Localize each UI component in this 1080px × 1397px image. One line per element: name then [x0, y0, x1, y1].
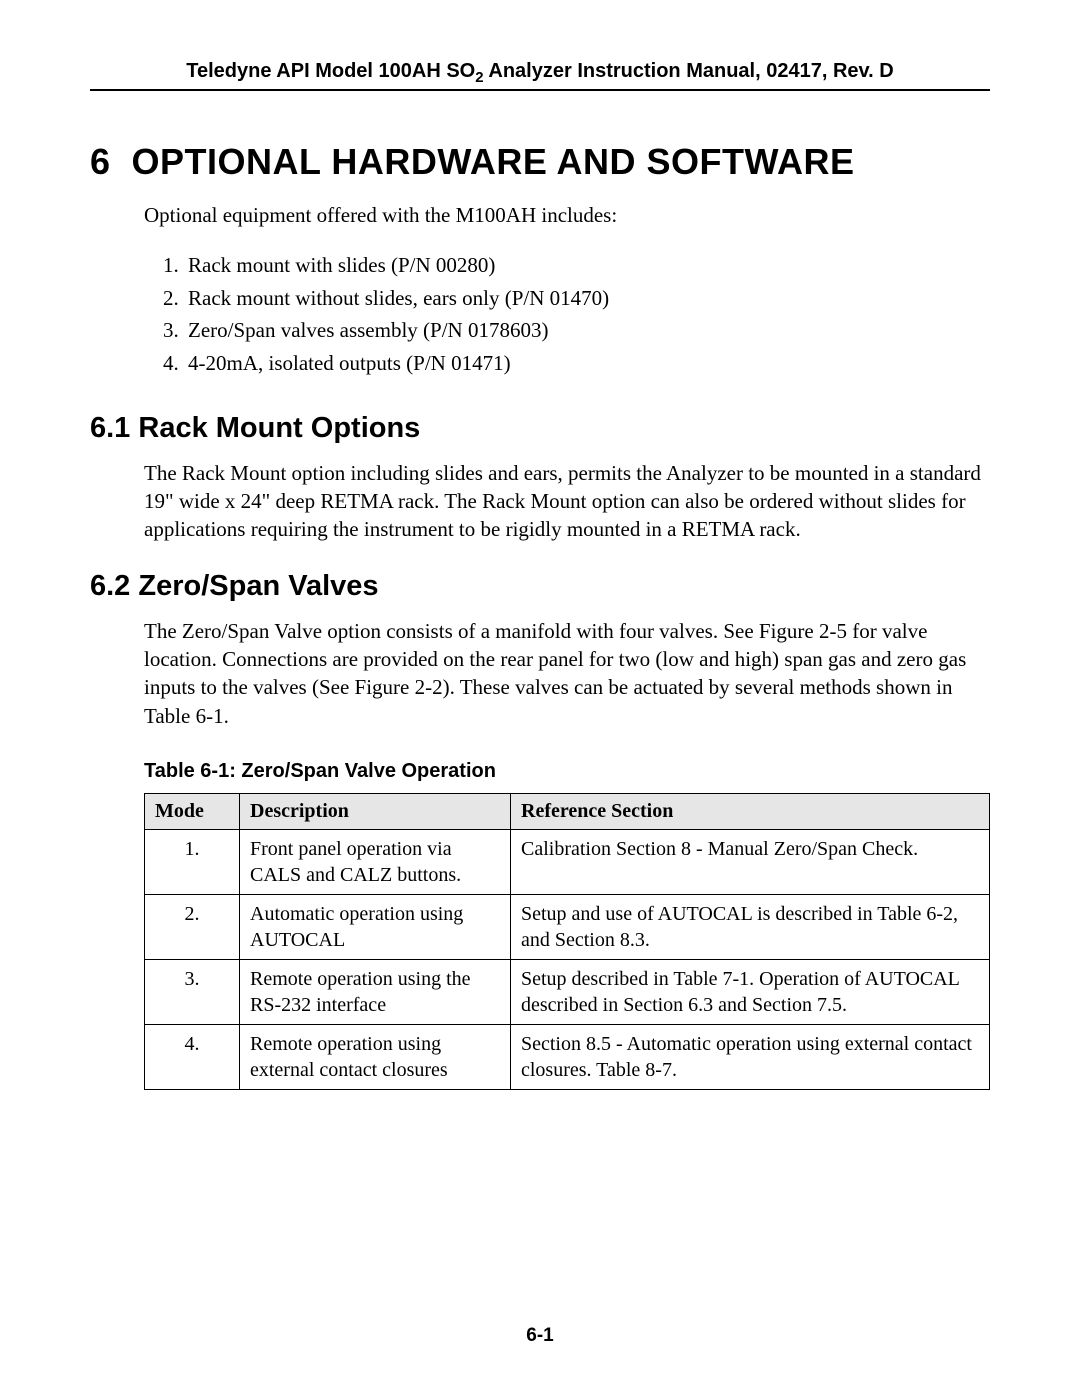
options-list: Rack mount with slides (P/N 00280) Rack …	[144, 249, 990, 379]
header-prefix: Teledyne API Model 100AH SO	[186, 60, 475, 82]
table-row: 3. Remote operation using the RS-232 int…	[145, 959, 990, 1024]
table-row: 1. Front panel operation via CALS and CA…	[145, 829, 990, 894]
page: Teledyne API Model 100AH SO2 Analyzer In…	[0, 0, 1080, 1397]
running-header: Teledyne API Model 100AH SO2 Analyzer In…	[90, 60, 990, 91]
chapter-number: 6	[90, 141, 111, 182]
cell-ref: Setup and use of AUTOCAL is described in…	[511, 894, 990, 959]
cell-ref: Section 8.5 - Automatic operation using …	[511, 1024, 990, 1089]
section-body-6-2: The Zero/Span Valve option consists of a…	[144, 617, 990, 730]
list-item: Zero/Span valves assembly (P/N 0178603)	[184, 314, 990, 347]
header-suffix: Analyzer Instruction Manual, 02417, Rev.…	[484, 60, 894, 82]
cell-ref: Calibration Section 8 - Manual Zero/Span…	[511, 829, 990, 894]
cell-desc: Front panel operation via CALS and CALZ …	[240, 829, 511, 894]
list-item: 4-20mA, isolated outputs (P/N 01471)	[184, 347, 990, 380]
cell-desc: Remote operation using the RS-232 interf…	[240, 959, 511, 1024]
header-sub: 2	[475, 69, 483, 86]
cell-desc: Automatic operation using AUTOCAL	[240, 894, 511, 959]
section-body-6-1: The Rack Mount option including slides a…	[144, 459, 990, 544]
cell-ref: Setup described in Table 7-1. Operation …	[511, 959, 990, 1024]
col-mode: Mode	[145, 793, 240, 829]
page-number: 6-1	[0, 1325, 1080, 1347]
section-heading-6-1: 6.1 Rack Mount Options	[90, 412, 990, 445]
cell-mode: 3.	[145, 959, 240, 1024]
table-row: 2. Automatic operation using AUTOCAL Set…	[145, 894, 990, 959]
zero-span-table: Mode Description Reference Section 1. Fr…	[144, 793, 990, 1090]
section-heading-6-2: 6.2 Zero/Span Valves	[90, 570, 990, 603]
list-item: Rack mount with slides (P/N 00280)	[184, 249, 990, 282]
list-item: Rack mount without slides, ears only (P/…	[184, 282, 990, 315]
table-row: 4. Remote operation using external conta…	[145, 1024, 990, 1089]
cell-mode: 2.	[145, 894, 240, 959]
cell-mode: 4.	[145, 1024, 240, 1089]
col-description: Description	[240, 793, 511, 829]
cell-desc: Remote operation using external contact …	[240, 1024, 511, 1089]
cell-mode: 1.	[145, 829, 240, 894]
chapter-heading: 6 OPTIONAL HARDWARE AND SOFTWARE	[90, 141, 990, 183]
col-reference: Reference Section	[511, 793, 990, 829]
table-header-row: Mode Description Reference Section	[145, 793, 990, 829]
table-caption: Table 6-1: Zero/Span Valve Operation	[144, 760, 990, 783]
chapter-title: OPTIONAL HARDWARE AND SOFTWARE	[132, 141, 855, 182]
intro-paragraph: Optional equipment offered with the M100…	[144, 201, 990, 229]
